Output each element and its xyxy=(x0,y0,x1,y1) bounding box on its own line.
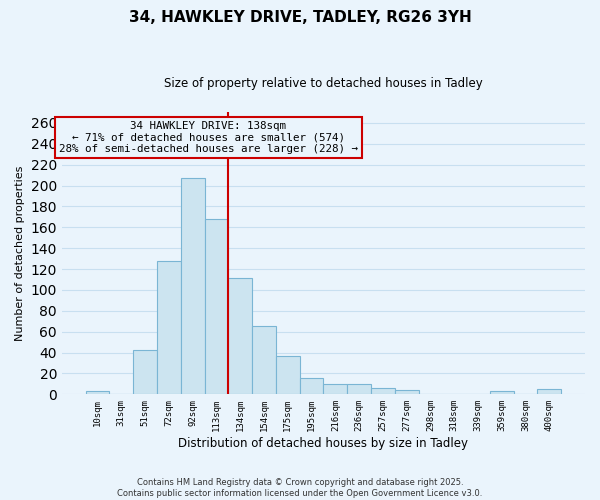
Bar xyxy=(252,326,276,394)
Bar xyxy=(395,390,419,394)
X-axis label: Distribution of detached houses by size in Tadley: Distribution of detached houses by size … xyxy=(178,437,469,450)
Title: Size of property relative to detached houses in Tadley: Size of property relative to detached ho… xyxy=(164,78,483,90)
Text: 34 HAWKLEY DRIVE: 138sqm
← 71% of detached houses are smaller (574)
28% of semi-: 34 HAWKLEY DRIVE: 138sqm ← 71% of detach… xyxy=(59,121,358,154)
Bar xyxy=(205,219,229,394)
Bar xyxy=(133,350,157,395)
Text: Contains HM Land Registry data © Crown copyright and database right 2025.
Contai: Contains HM Land Registry data © Crown c… xyxy=(118,478,482,498)
Bar xyxy=(86,391,109,394)
Bar xyxy=(490,391,514,394)
Bar xyxy=(157,260,181,394)
Bar xyxy=(347,384,371,394)
Bar xyxy=(276,356,299,395)
Bar xyxy=(299,378,323,394)
Bar xyxy=(181,178,205,394)
Y-axis label: Number of detached properties: Number of detached properties xyxy=(15,166,25,341)
Bar xyxy=(538,389,561,394)
Text: 34, HAWKLEY DRIVE, TADLEY, RG26 3YH: 34, HAWKLEY DRIVE, TADLEY, RG26 3YH xyxy=(128,10,472,25)
Bar xyxy=(323,384,347,394)
Bar xyxy=(229,278,252,394)
Bar xyxy=(371,388,395,394)
